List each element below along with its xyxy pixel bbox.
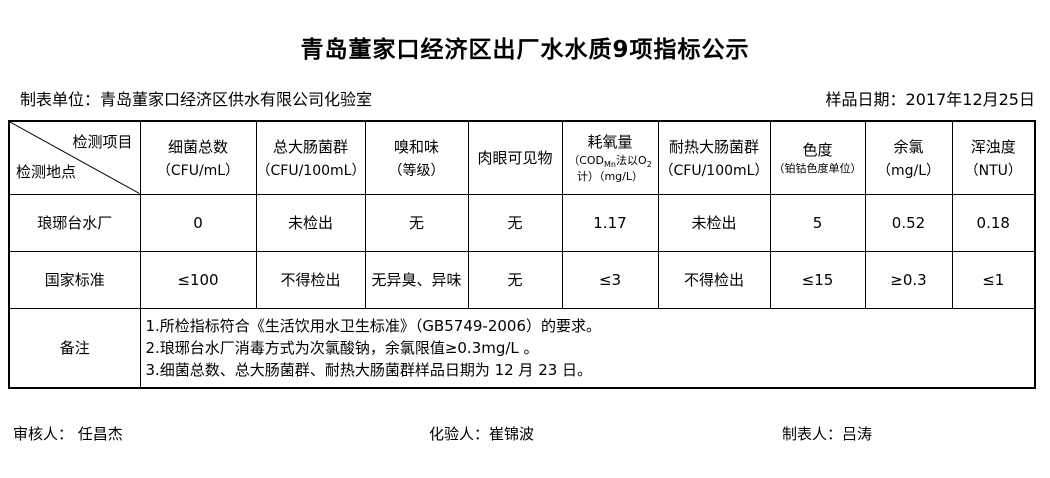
col-header-label: 浑浊度: [970, 137, 1016, 156]
col-header-label: 色度: [802, 141, 833, 160]
table-cell: 5: [769, 193, 866, 252]
table-cell: 无: [467, 193, 563, 252]
col-header-label: 耗氧量: [587, 133, 633, 152]
preparer-label: 制表人：吕涛: [782, 425, 873, 443]
col-header-unit: （铂钴色度单位）: [773, 162, 862, 176]
table-cell: 未检出: [657, 193, 771, 252]
col-header-unit: （CFU/100mL）: [256, 162, 365, 179]
corner-label-location: 检测地点: [16, 162, 77, 181]
col-header-unit: （mg/L）: [876, 162, 941, 179]
row-label: 国家标准: [8, 250, 141, 309]
water-quality-table: 检测项目 检测地点 细菌总数 （CFU/mL） 总大肠菌群 （CFU/100mL…: [8, 120, 1036, 389]
col-header-bacteria-count: 细菌总数 （CFU/mL）: [139, 120, 257, 195]
tester-label: 化验人：崔锦波: [429, 425, 535, 443]
diagonal-divider: [10, 122, 139, 193]
col-header-visible-matter: 肉眼可见物: [467, 120, 563, 195]
col-header-chroma: 色度 （铂钴色度单位）: [769, 120, 866, 195]
table-cell: 不得检出: [657, 250, 771, 309]
col-header-total-coliform: 总大肠菌群 （CFU/100mL）: [255, 120, 366, 195]
col-header-unit: （NTU）: [964, 162, 1022, 179]
table-cell: ≤100: [139, 250, 257, 309]
col-header-turbidity: 浑浊度 （NTU）: [951, 120, 1036, 195]
col-header-label: 余氯: [893, 137, 924, 156]
table-cell: 无: [364, 193, 469, 252]
table-cell: 不得检出: [255, 250, 366, 309]
remark-line-1: 1.所检指标符合《生活饮用水卫生标准》（GB5749-2006）的要求。: [145, 316, 602, 335]
table-cell: 未检出: [255, 193, 366, 252]
table-cell: ≤1: [951, 250, 1036, 309]
sample-date-label: 样品日期：2017年12月25日: [825, 90, 1035, 109]
remark-line-3: 3.细菌总数、总大肠菌群、耐热大肠菌群样品日期为 12 月 23 日。: [145, 360, 593, 379]
remark-line-2: 2.琅琊台水厂消毒方式为次氯酸钠，余氯限值≥0.3mg/L 。: [145, 338, 539, 357]
page-title: 青岛董家口经济区出厂水水质9项指标公示: [300, 37, 750, 63]
table-cell: 0: [139, 193, 257, 252]
row-label: 琅琊台水厂: [8, 193, 141, 252]
table-cell: 0.52: [864, 193, 953, 252]
col-header-label: 细菌总数: [167, 137, 228, 156]
col-header-unit: （CODMn法以O2计）（mg/L）: [568, 154, 652, 184]
reviewer-label: 审核人： 任昌杰: [13, 425, 123, 443]
col-header-residual-chlorine: 余氯 （mg/L）: [864, 120, 953, 195]
col-header-cod: 耗氧量 （CODMn法以O2计）（mg/L）: [561, 120, 659, 195]
table-cell: 0.18: [951, 193, 1036, 252]
table-cell: 无异臭、异味: [364, 250, 469, 309]
col-header-unit: （CFU/100mL）: [659, 162, 769, 179]
corner-cell: 检测项目 检测地点: [8, 120, 141, 195]
table-cell: ≤3: [561, 250, 659, 309]
table-cell: ≤15: [769, 250, 866, 309]
col-header-heat-resistant-coliform: 耐热大肠菌群 （CFU/100mL）: [657, 120, 771, 195]
table-cell: 1.17: [561, 193, 659, 252]
col-header-label: 耐热大肠菌群: [668, 137, 759, 156]
table-header-row: 检测项目 检测地点 细菌总数 （CFU/mL） 总大肠菌群 （CFU/100mL…: [8, 120, 1036, 195]
col-header-odor: 嗅和味 （等级）: [364, 120, 469, 195]
meta-row: 制表单位：青岛董家口经济区供水有限公司化验室 样品日期：2017年12月25日: [20, 86, 1035, 110]
remark-content: 1.所检指标符合《生活饮用水卫生标准》（GB5749-2006）的要求。 2.琅…: [139, 307, 1036, 389]
col-header-label: 嗅和味: [393, 137, 439, 156]
col-header-label: 总大肠菌群: [272, 137, 348, 156]
signature-row: 审核人： 任昌杰 化验人：崔锦波 制表人：吕涛: [0, 423, 1050, 443]
col-header-unit: （CFU/mL）: [156, 162, 240, 179]
remark-label: 备注: [8, 307, 141, 389]
corner-label-project: 检测项目: [72, 133, 133, 151]
table-row-national-standard: 国家标准 ≤100 不得检出 无异臭、异味 无 ≤3 不得检出 ≤15 ≥0.3…: [8, 250, 1036, 309]
col-header-label: 肉眼可见物: [477, 149, 553, 168]
table-cell: 无: [467, 250, 563, 309]
table-row-langyatai-plant: 琅琊台水厂 0 未检出 无 无 1.17 未检出 5 0.52 0.18: [8, 193, 1036, 252]
col-header-unit: （等级）: [388, 162, 445, 179]
table-cell: ≥0.3: [864, 250, 953, 309]
maker-unit-label: 制表单位：青岛董家口经济区供水有限公司化验室: [20, 90, 373, 109]
table-row-remarks: 备注 1.所检指标符合《生活饮用水卫生标准》（GB5749-2006）的要求。 …: [8, 307, 1036, 389]
